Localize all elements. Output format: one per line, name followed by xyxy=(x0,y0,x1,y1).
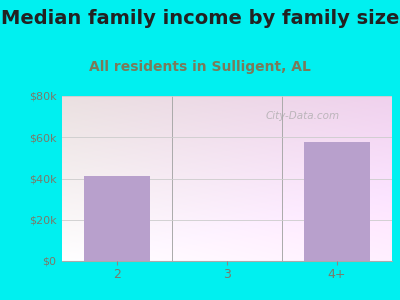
Text: Median family income by family size: Median family income by family size xyxy=(1,9,399,28)
Bar xyxy=(84,176,150,261)
Text: All residents in Sulligent, AL: All residents in Sulligent, AL xyxy=(89,60,311,74)
Text: City-Data.com: City-Data.com xyxy=(266,111,340,121)
Bar xyxy=(304,142,370,261)
